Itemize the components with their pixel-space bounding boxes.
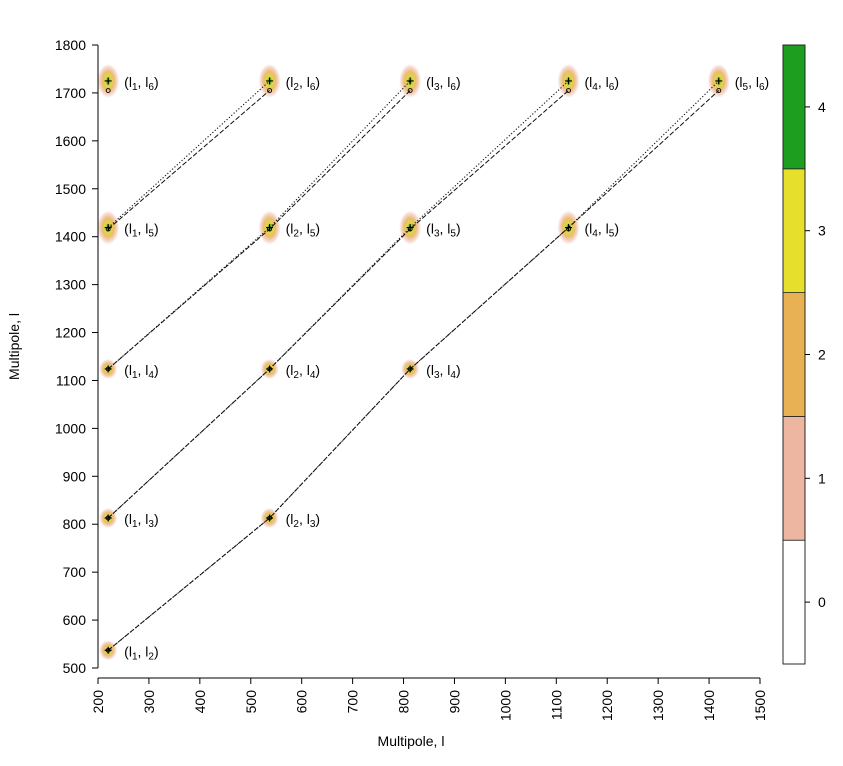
colorbar-segment-3 <box>782 168 806 294</box>
plus-marker-5-6 <box>715 77 723 85</box>
circle-marker-1-4 <box>105 366 111 372</box>
y-tick-label-1500: 1500 <box>55 181 86 197</box>
circle-marker-4-6 <box>566 88 571 93</box>
pair-label-5-6: (l5, l6) <box>735 74 769 93</box>
circle-marker-1-2 <box>105 647 111 653</box>
axes: 500 600 700 800 900 1000 1100 1200 1300 1400 1500 1… <box>6 37 768 749</box>
y-tick-label-700: 700 <box>63 564 87 580</box>
pair-label-3-5: (l3, l5) <box>426 221 460 240</box>
plus-marker-1-6 <box>104 77 112 85</box>
dotted-line-5 <box>107 80 569 519</box>
pair-label-1-2: (l1, l2) <box>124 643 158 662</box>
colorbar-tick-label-4: 4 <box>818 99 826 115</box>
y-tick-label-1000: 1000 <box>55 420 86 436</box>
pair-label-3-6: (l3, l6) <box>426 74 460 93</box>
pair-label-4-5: (l4, l5) <box>585 221 619 240</box>
x-tick-label-900: 900 <box>446 690 462 714</box>
colorbar-tick-label-1: 1 <box>818 470 826 486</box>
plus-marker-2-6 <box>266 77 274 85</box>
point-markers <box>104 77 723 654</box>
pair-label-2-6: (l2, l6) <box>286 74 320 93</box>
y-tick-label-1800: 1800 <box>55 37 86 53</box>
y-tick-label-1600: 1600 <box>55 133 86 149</box>
plus-marker-1-5 <box>104 224 112 232</box>
pair-label-1-6: (l1, l6) <box>124 74 158 93</box>
pair-label-3-4: (l3, l4) <box>426 362 460 381</box>
pair-label-1-5: (l1, l5) <box>124 221 158 240</box>
circle-marker-1-5 <box>105 226 111 232</box>
y-tick-label-600: 600 <box>63 612 87 628</box>
colorbar-segment-4 <box>782 44 806 170</box>
y-tick-label-1300: 1300 <box>55 277 86 293</box>
y-tick-label-900: 900 <box>63 468 87 484</box>
circle-marker-3-6 <box>407 88 413 93</box>
pair-label-4-6: (l4, l6) <box>585 74 619 93</box>
circle-marker-3-5 <box>407 226 413 232</box>
colorbar-segment-1 <box>782 415 806 541</box>
y-tick-label-1100: 1100 <box>56 372 86 388</box>
circle-marker-2-5 <box>267 226 273 232</box>
dotted-line-7 <box>107 80 270 229</box>
dashed-line-1 <box>107 90 569 519</box>
circle-marker-1-6 <box>105 88 111 93</box>
x-tick-label-1500: 1500 <box>752 690 768 721</box>
dashed-line-3 <box>107 90 270 230</box>
x-tick-label-1300: 1300 <box>650 690 666 721</box>
pair-label-1-3: (l1, l3) <box>124 511 158 530</box>
x-tick-label-1100: 1100 <box>548 690 564 720</box>
pair-label-2-3: (l2, l3) <box>286 511 320 530</box>
x-tick-label-600: 600 <box>294 690 310 714</box>
plus-marker-4-5 <box>565 224 573 232</box>
colorbar-tick-label-0: 0 <box>818 594 826 610</box>
y-axis-label: Multipole, l <box>6 313 22 380</box>
colorbar-segment-2 <box>782 292 806 417</box>
x-tick-label-300: 300 <box>141 690 157 714</box>
y-tick-label-1700: 1700 <box>55 85 86 101</box>
pair-labels: (l1, l2) (l1, l3) (l2, l3) (l1, l4) (l2, l4)… <box>124 74 769 662</box>
x-axis-label: Multipole, l <box>378 733 445 749</box>
y-tick-label-1200: 1200 <box>55 325 86 341</box>
circle-marker-2-6 <box>267 88 273 93</box>
colorbar: 0 1 2 3 4 <box>782 44 826 665</box>
plus-marker-3-5 <box>406 224 414 232</box>
plus-marker-3-6 <box>406 77 414 85</box>
pair-label-2-4: (l2, l4) <box>286 362 320 381</box>
x-tick-label-1000: 1000 <box>497 690 513 721</box>
x-tick-label-700: 700 <box>345 690 361 714</box>
plus-marker-4-6 <box>565 77 573 85</box>
colorbar-tick-label-2: 2 <box>818 347 826 363</box>
x-tick-label-1400: 1400 <box>701 690 717 721</box>
pair-label-1-4: (l1, l4) <box>124 362 158 381</box>
circle-marker-4-5 <box>566 226 571 232</box>
y-tick-label-500: 500 <box>63 660 87 676</box>
density-blobs <box>97 63 730 661</box>
colorbar-segment-0 <box>782 539 806 665</box>
colorbar-tick-label-3: 3 <box>818 223 826 239</box>
y-tick-label-800: 800 <box>63 516 87 532</box>
pair-label-2-5: (l2, l5) <box>286 221 320 240</box>
plus-marker-2-5 <box>266 224 274 232</box>
circle-marker-2-3 <box>267 515 273 521</box>
circle-marker-3-4 <box>407 366 413 372</box>
circle-marker-2-4 <box>267 366 273 372</box>
circle-marker-5-6 <box>716 88 722 93</box>
y-tick-label-1400: 1400 <box>55 229 86 245</box>
x-tick-label-800: 800 <box>396 690 412 714</box>
x-tick-label-1200: 1200 <box>599 690 615 721</box>
x-tick-label-500: 500 <box>243 690 259 714</box>
x-tick-label-200: 200 <box>90 690 106 714</box>
circle-marker-1-3 <box>105 515 111 521</box>
x-tick-label-400: 400 <box>192 690 208 714</box>
